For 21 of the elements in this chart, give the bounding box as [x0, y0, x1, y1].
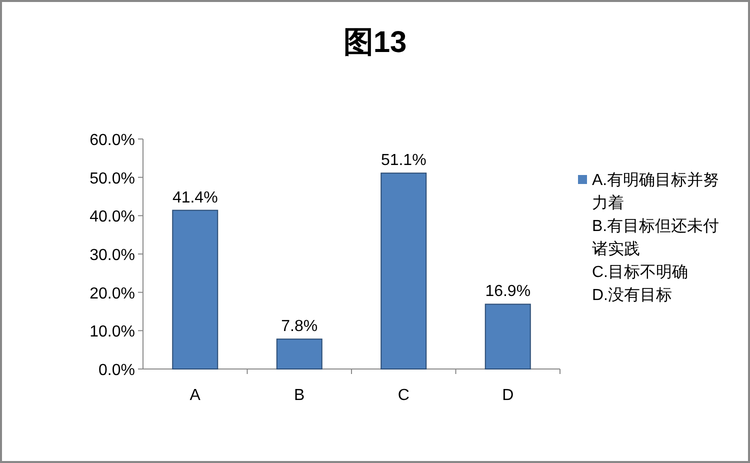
- y-tick-label: 50.0%: [90, 170, 135, 188]
- data-label: 51.1%: [380, 152, 426, 170]
- x-tick-label: C: [398, 387, 410, 404]
- y-tick-label: 10.0%: [90, 324, 135, 341]
- y-tick-label: 60.0%: [90, 132, 135, 149]
- bar: [276, 338, 322, 370]
- y-tick-label: 20.0%: [90, 285, 135, 302]
- x-tick-label: A: [190, 387, 201, 404]
- data-label: 41.4%: [172, 189, 218, 206]
- data-label: 16.9%: [485, 283, 531, 300]
- bar: [484, 304, 531, 370]
- y-tick-label: 0.0%: [98, 362, 135, 379]
- y-tick-label: 40.0%: [90, 208, 135, 226]
- bar: [380, 172, 427, 370]
- y-tick-label: 30.0%: [90, 247, 135, 264]
- legend-label: A.有明确目标并努力着 B.有目标但还未付诸实践 C.目标不明确 D.没有目标: [592, 171, 720, 304]
- x-tick-label: B: [294, 387, 305, 404]
- chart-title: 图13: [343, 26, 407, 59]
- data-label: 7.8%: [281, 318, 318, 336]
- bar: [172, 210, 218, 370]
- x-tick-label: D: [502, 387, 514, 404]
